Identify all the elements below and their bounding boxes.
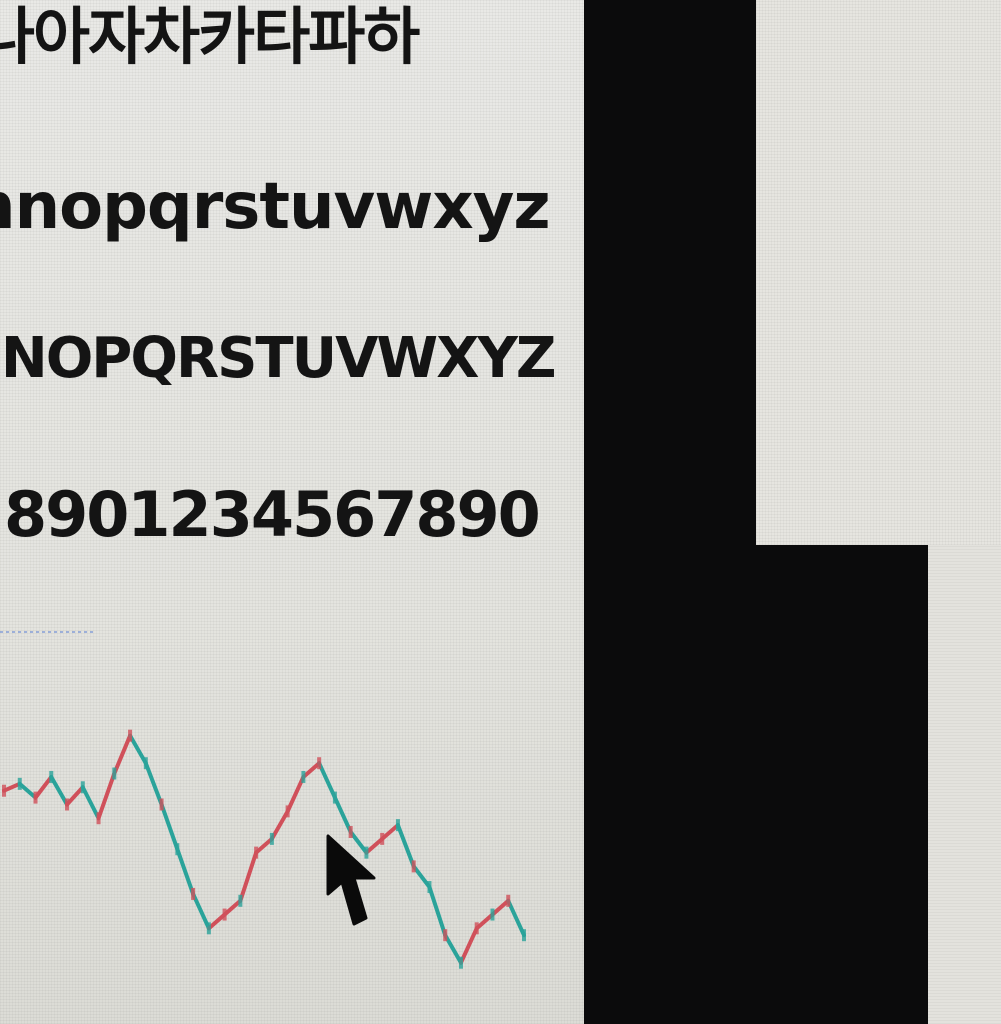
- chart-segment: [159, 802, 180, 852]
- lowercase-specimen-text: nnopqrstuvwxyz: [0, 170, 551, 244]
- chart-point: [128, 729, 133, 742]
- chart-point: [395, 819, 400, 832]
- chart-point: [474, 922, 479, 935]
- chart-point: [285, 805, 290, 818]
- chart-point: [96, 812, 101, 825]
- chart-segment: [285, 774, 306, 814]
- chart-point: [332, 791, 337, 804]
- chart-point: [175, 843, 180, 856]
- chart-point: [490, 908, 495, 921]
- chart-point: [49, 770, 54, 783]
- arrow-pointer-icon: [326, 834, 376, 926]
- chart-segment: [238, 850, 259, 903]
- chart-segment: [128, 733, 148, 766]
- chart-point: [317, 757, 322, 770]
- chart-point: [112, 767, 117, 780]
- chart-segment: [332, 795, 353, 834]
- price-chart-svg: [0, 631, 526, 969]
- chart-segment: [222, 898, 243, 917]
- korean-specimen-text: 나아자차카타파하: [0, 0, 420, 73]
- chart-segment: [348, 830, 369, 855]
- chart-point: [80, 781, 85, 794]
- chart-segment: [2, 781, 22, 793]
- chart-point: [65, 798, 70, 811]
- chart-segment: [112, 733, 133, 776]
- chart-point: [2, 784, 6, 797]
- chart-segment: [269, 809, 290, 841]
- chart-segment: [364, 836, 385, 855]
- dark-window-pane-lower: [740, 545, 928, 1024]
- chart-point: [301, 770, 306, 783]
- chart-point: [159, 798, 164, 811]
- chart-segment: [65, 785, 85, 807]
- chart-segment: [191, 891, 211, 931]
- chart-segment: [33, 774, 54, 800]
- chart-segment: [80, 785, 101, 821]
- chart-point: [206, 922, 211, 935]
- specimen-panel: 나아자차카타파하 nnopqrstuvwxyz INOPQRSTUVWXYZ 8…: [0, 0, 592, 1024]
- dark-window-pane: [584, 0, 756, 1024]
- chart-segment: [206, 912, 227, 931]
- chart-segment: [411, 864, 432, 890]
- chart-segment: [474, 912, 495, 931]
- chart-point: [443, 929, 448, 942]
- chart-point: [17, 777, 22, 790]
- chart-segment: [143, 761, 164, 807]
- chart-segment: [458, 926, 479, 965]
- chart-segment: [254, 836, 274, 855]
- chart-segment: [380, 823, 400, 841]
- chart-point: [411, 860, 416, 873]
- chart-segment: [96, 771, 117, 821]
- chart-point: [458, 956, 463, 969]
- chart-segment: [301, 761, 322, 779]
- right-light-panel: [756, 0, 1001, 545]
- chart-segment: [443, 933, 463, 965]
- chart-point: [269, 832, 274, 845]
- chart-segment: [49, 774, 70, 807]
- chart-point: [506, 894, 511, 907]
- uppercase-specimen-text: INOPQRSTUVWXYZ: [0, 326, 557, 391]
- chart-point: [254, 846, 259, 859]
- chart-marks: [2, 729, 526, 969]
- chart-segment: [490, 898, 511, 917]
- chart-segment: [395, 823, 416, 869]
- chart-segment: [175, 847, 196, 896]
- right-light-panel-lower: [928, 545, 1001, 1024]
- digits-specimen-text: 8901234567890: [4, 478, 541, 551]
- chart-point: [143, 757, 148, 770]
- chart-point: [191, 887, 196, 900]
- chart-point: [222, 908, 227, 921]
- chart-point: [364, 846, 369, 859]
- chart-segment: [17, 781, 38, 800]
- chart-point: [380, 832, 385, 845]
- chart-segment: [506, 898, 526, 938]
- chart-point: [33, 791, 38, 804]
- chart-point: [427, 881, 432, 894]
- price-chart: [0, 600, 592, 1024]
- chart-segment: [317, 761, 337, 800]
- chart-segment: [427, 885, 448, 938]
- chart-point: [522, 929, 526, 942]
- chart-point: [348, 826, 353, 838]
- chart-point: [238, 894, 243, 907]
